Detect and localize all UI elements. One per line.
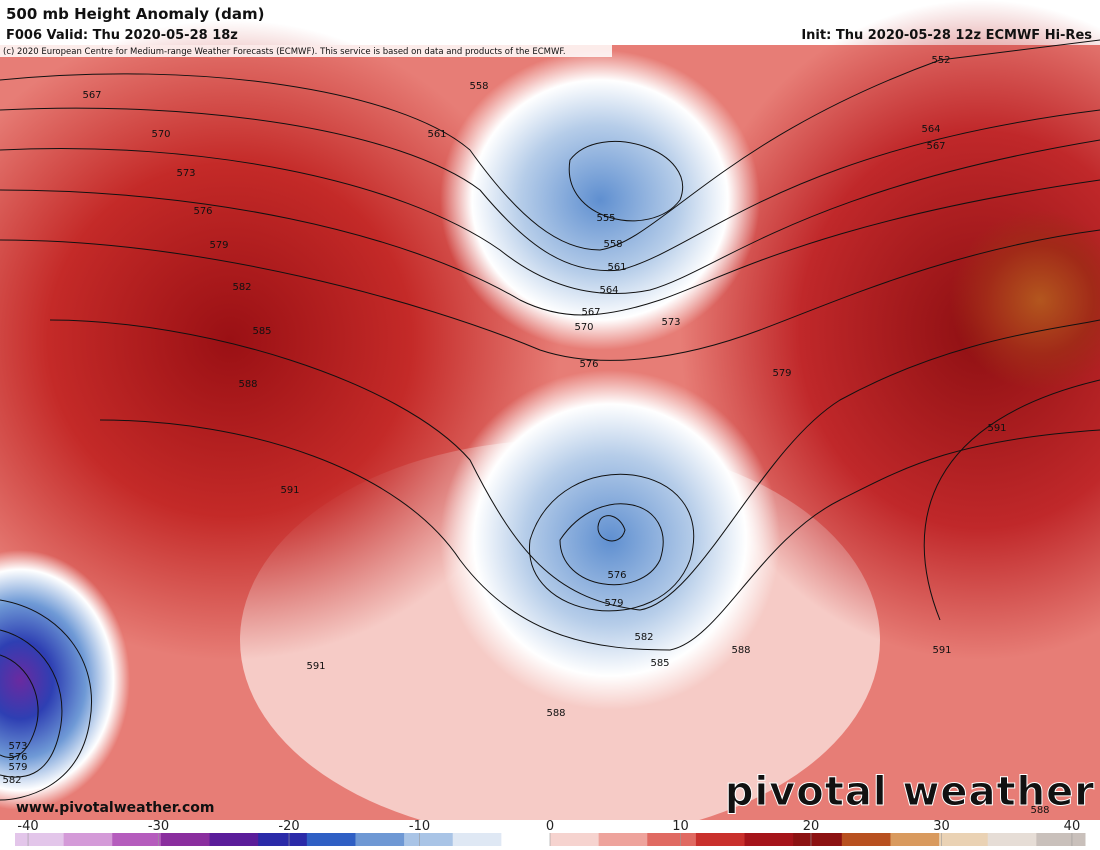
anomaly-field [0, 550, 130, 810]
colorbar-swatch [695, 833, 746, 846]
colorbar-swatch [841, 833, 891, 846]
colorbar-swatch [987, 833, 1037, 846]
copyright-bg [0, 45, 612, 57]
contour-label: 591 [280, 485, 299, 496]
contour-label: 573 [8, 741, 27, 752]
contour-label: 576 [193, 206, 212, 217]
colorbar-swatch [63, 833, 113, 846]
contour-label: 582 [2, 775, 21, 786]
colorbar-swatch [209, 833, 259, 846]
contour-label: 561 [607, 262, 626, 273]
colorbar-tick-label: -10 [409, 819, 430, 834]
colorbar-tick-label: -40 [17, 819, 38, 834]
colorbar-swatch [939, 833, 989, 846]
anomaly-field [0, 20, 560, 660]
copyright: (c) 2020 European Centre for Medium-rang… [3, 47, 566, 57]
contour-label: 576 [8, 752, 27, 763]
contour-label: 567 [82, 90, 101, 101]
contour-label: 582 [232, 282, 251, 293]
colorbar: -40 -30 -20 -10 0 10 20 30 40 [15, 819, 1086, 846]
contour-label: 552 [931, 55, 950, 66]
contour-label: 579 [604, 598, 623, 609]
contour-label: 588 [1030, 805, 1049, 816]
contour-label: 564 [599, 285, 618, 296]
colorbar-swatch [160, 833, 211, 846]
colorbar-swatch [890, 833, 940, 846]
colorbar-swatch [112, 833, 162, 846]
contour-label: 579 [772, 368, 791, 379]
colorbar-swatch [15, 833, 65, 846]
colorbar-swatch [355, 833, 405, 846]
colorbar-tick-label: 10 [672, 819, 689, 834]
contour-label: 573 [176, 168, 195, 179]
colorbar-swatch [550, 833, 600, 846]
contour-label: 576 [607, 570, 626, 581]
contour-label: 591 [306, 661, 325, 672]
colorbar-swatch [306, 833, 356, 846]
contour-label: 576 [579, 359, 598, 370]
contour-label: 588 [546, 708, 565, 719]
colorbar-swatch [452, 833, 502, 846]
colorbar-swatch [501, 833, 551, 846]
title: 500 mb Height Anomaly (dam) [6, 5, 265, 23]
contour-label: 567 [581, 307, 600, 318]
contour-label: 585 [650, 658, 669, 669]
contour-label: 561 [427, 129, 446, 140]
colorbar-swatch [404, 833, 454, 846]
contour-label: 558 [603, 239, 622, 250]
valid-time: F006 Valid: Thu 2020-05-28 18z [6, 28, 238, 43]
init-time: Init: Thu 2020-05-28 12z ECMWF Hi-Res [801, 28, 1092, 43]
anomaly-field [440, 370, 780, 710]
contour-label: 582 [634, 632, 653, 643]
contour-label: 585 [252, 326, 271, 337]
colorbar-tick-label: -20 [278, 819, 299, 834]
contour-label: 558 [469, 81, 488, 92]
contour-label: 570 [574, 322, 593, 333]
contour-label: 588 [731, 645, 750, 656]
website: www.pivotalweather.com [16, 800, 215, 816]
colorbar-swatch [793, 833, 843, 846]
contour-label: 573 [661, 317, 680, 328]
contours [0, 39, 1100, 801]
logo: pivotal weather [725, 769, 1095, 815]
colorbar-swatch [647, 833, 697, 846]
contour-label: 579 [209, 240, 228, 251]
colorbar-tick-label: 40 [1064, 819, 1081, 834]
contour-label: 570 [151, 129, 170, 140]
colorbar-swatch [744, 833, 794, 846]
colorbar-tick-label: 20 [803, 819, 820, 834]
contour-label: 588 [238, 379, 257, 390]
colorbar-tick-label: -30 [148, 819, 169, 834]
colorbar-swatch [1036, 833, 1086, 846]
contour-label: 591 [987, 423, 1006, 434]
contour-label: 564 [921, 124, 940, 135]
colorbar-tick-label: 0 [546, 819, 554, 834]
colorbar-tick-label: 30 [933, 819, 950, 834]
contour-label: 591 [932, 645, 951, 656]
anomaly-field [680, 0, 1100, 660]
anomaly-field [440, 50, 760, 350]
anomaly-field [950, 210, 1100, 390]
contour-label: 567 [926, 141, 945, 152]
contour-label: 555 [596, 213, 615, 224]
colorbar-swatch [258, 833, 308, 846]
colorbar-swatch [598, 833, 648, 846]
contour-label: 579 [8, 762, 27, 773]
